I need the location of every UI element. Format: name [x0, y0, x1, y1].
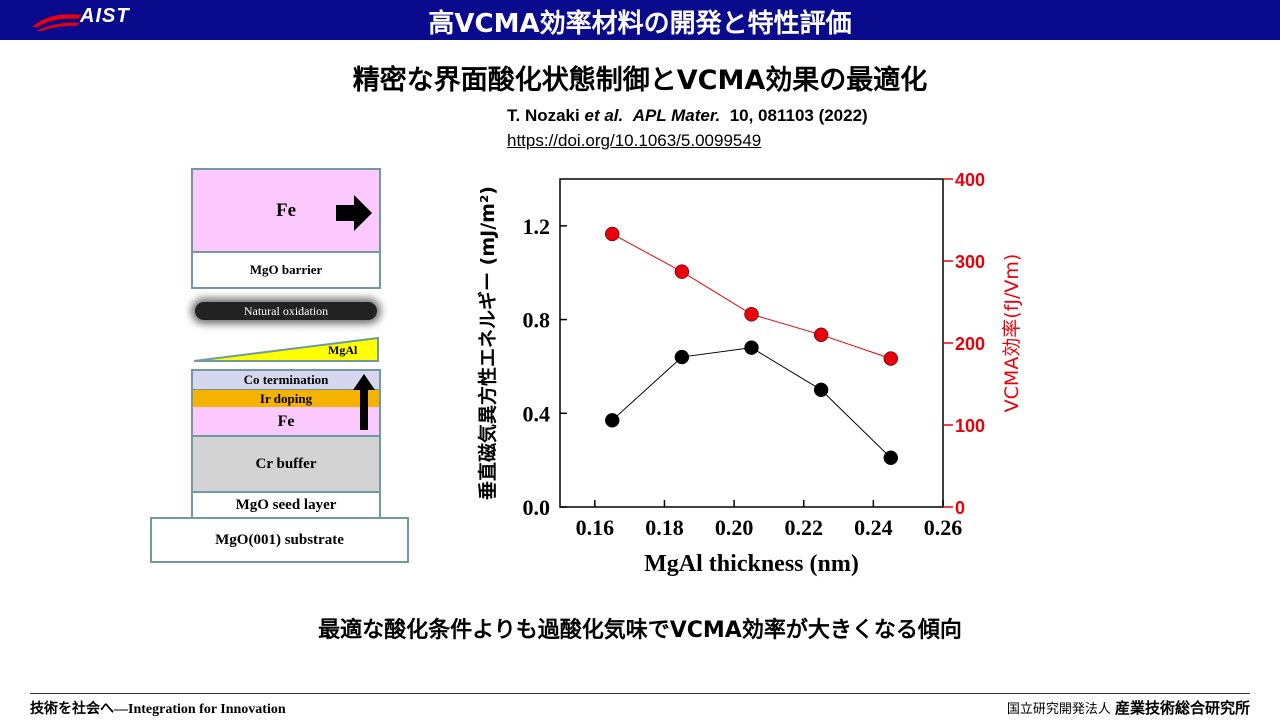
- header-bar: AIST 高VCMA効率材料の開発と特性評価: [0, 0, 1280, 40]
- series-line-2: [611, 233, 891, 360]
- y-left-tick-label: 0.4: [523, 401, 551, 426]
- conclusion-text: 最適な酸化条件よりも過酸化気味でVCMA効率が大きくなる傾向: [318, 618, 962, 643]
- x-tick-label: 0.22: [784, 515, 823, 540]
- y-right-tick-label: 200: [955, 334, 985, 354]
- series-2-point: [744, 307, 759, 322]
- page-title: 高VCMA効率材料の開発と特性評価: [428, 9, 852, 39]
- mgo-seed-label: MgO seed layer: [235, 496, 337, 513]
- series-1-point: [883, 450, 899, 466]
- slide-subtitle: 精密な界面酸化状態制御とVCMA効果の最適化: [352, 65, 928, 96]
- co-termination-layer: Co termination: [193, 371, 379, 390]
- ref-etal: et al.: [584, 106, 624, 125]
- footer-org-type: 国立研究開発法人: [1006, 702, 1111, 717]
- series-1-point: [674, 349, 690, 365]
- x-tick-label: 0.16: [576, 515, 615, 540]
- mae-vcma-chart: 0.16 0.18 0.20 0.22 0.24 0.26 0.0 0.4 0.8 1.2 0 100…: [476, 170, 1023, 577]
- y-right-tick-label: 400: [955, 170, 985, 190]
- x-tick-label: 0.24: [854, 515, 893, 540]
- y-left-tick-label: 0.8: [523, 308, 551, 333]
- fe-free-layer: Fe: [193, 407, 379, 436]
- x-axis-label: MgAl thickness (nm): [644, 551, 859, 577]
- logo-text: AIST: [80, 5, 130, 27]
- ref-authors: T. Nozaki: [507, 106, 580, 125]
- y-left-tick-label: 0.0: [523, 495, 551, 520]
- co-termination-label: Co termination: [243, 372, 329, 387]
- substrate-layer: MgO(001) substrate: [150, 517, 409, 563]
- mgo-seed-layer: MgO seed layer: [191, 491, 381, 519]
- mgal-label: MgAl: [328, 343, 358, 357]
- footer-divider: [30, 693, 1250, 694]
- fe-top-label: Fe: [275, 199, 297, 221]
- series-1-point: [813, 382, 829, 398]
- series-2-point: [813, 327, 829, 343]
- fe-free-label: Fe: [277, 413, 295, 430]
- mgo-barrier-label: MgO barrier: [249, 262, 323, 277]
- series-2-point: [604, 226, 620, 242]
- magnetization-up-arrow-icon: [353, 374, 375, 430]
- y-right-tick-label: 300: [955, 252, 985, 272]
- footer-slogan: 技術を社会へ—Integration for Innovation: [30, 702, 286, 717]
- series-line-1: [611, 347, 892, 459]
- series-1-point: [744, 340, 759, 355]
- ir-doping-layer: Ir doping: [193, 390, 379, 407]
- natural-oxidation-label: Natural oxidation: [243, 303, 329, 318]
- series-1-point: [604, 413, 620, 428]
- doi-link[interactable]: https://doi.org/10.1063/5.0099549: [507, 131, 762, 150]
- x-tick-label: 0.26: [924, 515, 963, 540]
- mgo-barrier-layer: MgO barrier: [191, 251, 381, 289]
- y-right-axis-label: VCMA効率(fJ/Vm): [1001, 254, 1023, 413]
- x-tick-label: 0.18: [645, 515, 684, 540]
- y-right-tick-label: 100: [955, 416, 985, 436]
- natural-oxidation-band: Natural oxidation: [195, 302, 377, 320]
- y-left-axis-label: 垂直磁気異方性エネルギー (mJ/m²): [476, 186, 499, 500]
- aist-logo-icon: [32, 14, 82, 31]
- cr-buffer-layer: Cr buffer: [191, 435, 381, 493]
- y-left-tick-label: 1.2: [523, 214, 551, 239]
- ref-volume: 10, 081103 (2022): [729, 106, 868, 125]
- series-2-point: [883, 351, 899, 366]
- substrate-label: MgO(001) substrate: [215, 531, 344, 548]
- y-right-tick-label: 0: [955, 498, 965, 518]
- mgal-wedge: [193, 336, 379, 362]
- free-layer-group: Co termination Ir doping Fe: [191, 369, 381, 437]
- reference-citation: T. Nozaki et al. APL Mater. 10, 081103 (…: [507, 106, 868, 126]
- footer-org-name: 産業技術総合研究所: [1114, 699, 1250, 717]
- magnetization-right-arrow-icon: [336, 195, 372, 231]
- ref-journal: APL Mater.: [632, 106, 721, 125]
- x-tick-label: 0.20: [715, 515, 754, 540]
- cr-buffer-label: Cr buffer: [255, 455, 317, 472]
- ir-doping-label: Ir doping: [259, 391, 313, 406]
- footer-org: 国立研究開発法人 産業技術総合研究所: [1007, 697, 1250, 718]
- series-2-point: [674, 264, 690, 279]
